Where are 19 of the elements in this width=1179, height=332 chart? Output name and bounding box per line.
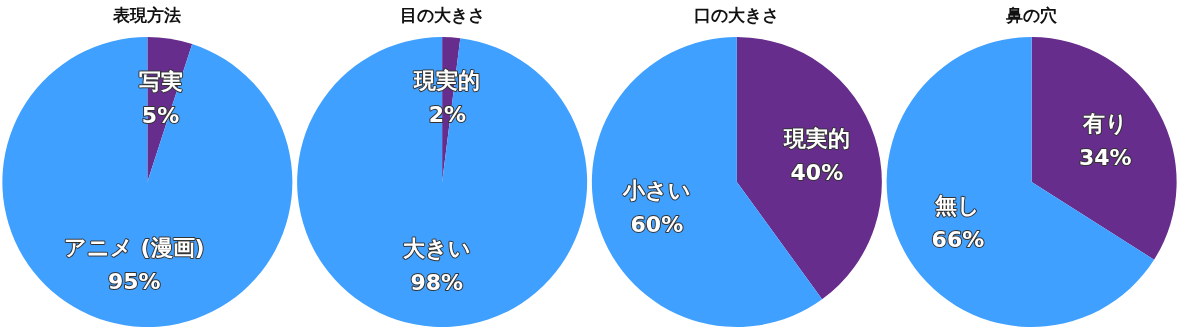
slice-label: 無し <box>934 192 981 218</box>
data-label: 60% <box>630 211 684 237</box>
slice-label: 写実 <box>138 68 183 94</box>
chart-title: 口の大きさ <box>694 5 780 25</box>
data-label: 66% <box>931 226 985 252</box>
slice-label: 有り <box>1081 111 1128 137</box>
data-label: 34% <box>1078 145 1132 171</box>
slice-label: 大きい <box>402 235 471 261</box>
chart-title: 表現方法 <box>112 5 182 25</box>
data-label: 5% <box>141 102 180 128</box>
slice-label: 現実的 <box>782 126 850 152</box>
slice-label: 小さい <box>621 177 691 203</box>
data-label: 98% <box>410 269 464 295</box>
chart-title: 目の大きさ <box>399 5 485 25</box>
data-label: 95% <box>107 269 161 295</box>
slice-label: アニメ (漫画) <box>63 235 205 261</box>
slice-label: 現実的 <box>413 68 481 94</box>
chart-title: 鼻の穴 <box>1005 5 1059 25</box>
data-label: 40% <box>790 160 844 186</box>
